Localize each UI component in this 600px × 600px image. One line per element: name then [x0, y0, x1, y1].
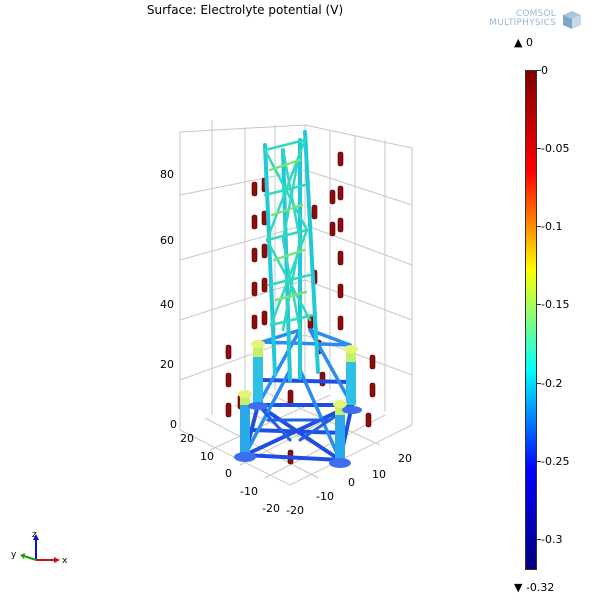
x-tick: -20 — [286, 504, 304, 517]
logo-line1: COMSOL — [515, 9, 556, 19]
y-axis-ticks: 20 10 0 -10 -20 — [180, 432, 280, 515]
svg-text:x: x — [62, 556, 68, 566]
colorbar-min-label: ▼ -0.32 — [514, 581, 555, 594]
z-tick: 80 — [160, 168, 174, 181]
y-tick: 10 — [200, 450, 214, 463]
colorbar-tick-label: -0.15 — [541, 298, 570, 312]
z-tick: 60 — [160, 234, 174, 247]
colorbar-tickmark — [536, 70, 541, 71]
svg-text:y: y — [11, 550, 17, 560]
plot-title: Surface: Electrolyte potential (V) — [146, 3, 344, 17]
colorbar-tickmark — [536, 148, 541, 150]
colorbar-tickmark — [536, 460, 541, 462]
colorbar-max-label: ▲ 0 — [514, 36, 533, 49]
colorbar-tick-label: -0.05 — [541, 142, 570, 156]
z-tick: 40 — [160, 298, 174, 311]
x-axis-ticks: 20 10 0 -10 -20 — [286, 452, 412, 517]
z-axis-ticks: 80 60 40 20 0 — [160, 168, 177, 431]
colorbar-tick-label: 0 — [541, 64, 548, 77]
jacket-legs — [234, 340, 362, 468]
colorbar-tick-label: -0.2 — [541, 376, 563, 390]
colorbar-tickmark — [536, 304, 541, 306]
axis-triad-icon: z y x — [11, 530, 68, 566]
colorbar-tick-label: -0.1 — [541, 220, 563, 234]
x-tick: 0 — [348, 476, 355, 489]
y-tick: 20 — [180, 432, 194, 445]
colorbar-tickmark — [536, 382, 541, 384]
y-tick: 0 — [225, 467, 232, 480]
colorbar-tick-label: -0.3 — [541, 532, 563, 546]
y-tick: -10 — [240, 485, 258, 498]
x-tick: -10 — [316, 490, 334, 503]
colorbar-tickmark — [536, 226, 541, 228]
x-tick: 10 — [372, 468, 386, 481]
logo-line2: MULTIPHYSICS — [489, 18, 556, 28]
colorbar — [525, 70, 537, 570]
logo-cube-icon — [563, 11, 581, 29]
colorbar-tick-label: -0.25 — [541, 454, 570, 468]
svg-text:z: z — [32, 530, 37, 540]
x-tick: 20 — [398, 452, 412, 465]
z-tick: 20 — [160, 358, 174, 371]
colorbar-tickmark — [536, 538, 541, 540]
y-tick: -20 — [262, 502, 280, 515]
comsol-logo: COMSOL MULTIPHYSICS — [482, 10, 582, 32]
z-tick: 0 — [170, 418, 177, 431]
